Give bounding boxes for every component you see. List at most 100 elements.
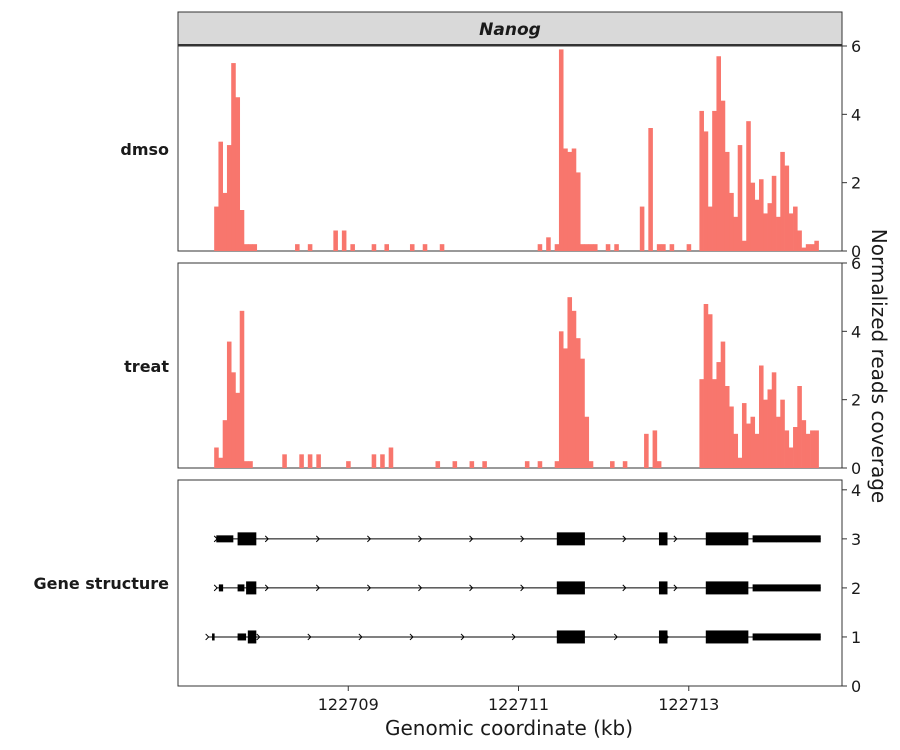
exon-block [247,630,257,644]
coverage-bar-treat [784,430,790,468]
y-tick-label-treat: 4 [851,322,861,341]
exon-block [658,581,668,595]
coverage-bar-treat [226,341,232,468]
coverage-bar-treat [575,338,581,468]
coverage-bar-treat [482,461,487,468]
coverage-bar-treat [805,433,811,468]
coverage-bar-dmso [737,145,743,251]
coverage-bar-dmso [805,244,811,251]
strand-arrow [622,535,627,543]
coverage-bar-dmso [384,244,389,251]
coverage-bar-treat [716,362,721,468]
strand-arrow [205,633,210,641]
coverage-bar-treat [239,310,245,468]
coverage-bar-dmso [252,244,258,251]
coverage-bar-dmso [235,97,241,251]
coverage-bar-treat [644,433,649,468]
coverage-bar-treat [580,358,585,468]
strand-arrow [307,633,312,641]
coverage-bar-treat [759,365,764,468]
coverage-bar-treat [797,386,802,468]
coverage-bar-dmso [746,121,751,251]
coverage-bar-treat [720,341,726,468]
strand-arrow [367,584,372,592]
coverage-bar-treat [788,447,794,468]
coverage-bar-dmso [754,199,760,251]
strand-arrow [520,584,525,592]
coverage-bar-treat [763,399,768,468]
coverage-bar-dmso [243,244,249,251]
coverage-bar-dmso [686,244,692,251]
coverage-bar-dmso [295,244,300,251]
coverage-bar-dmso [537,244,543,251]
coverage-bar-treat [707,314,713,468]
coverage-bar-dmso [741,240,747,251]
utr-block [752,535,821,543]
coverage-bar-dmso [333,230,338,251]
coverage-bar-treat [801,420,807,468]
exon-block [658,630,668,644]
coverage-bar-dmso [580,244,585,251]
coverage-bar-treat [452,461,458,468]
strip-title: Nanog [479,20,541,40]
coverage-bar-treat [771,372,777,468]
coverage-bar-dmso [575,172,581,251]
x-tick-label: 122713 [658,695,719,714]
coverage-bar-treat [537,461,543,468]
coverage-bar-dmso [712,110,717,251]
coverage-bar-treat [299,454,304,468]
strand-arrow [418,535,423,543]
coverage-bar-treat [610,461,615,468]
exon-block [556,630,585,644]
coverage-bar-dmso [218,141,223,251]
utr-block [237,584,245,592]
exon-block [705,630,749,644]
coverage-bar-dmso [669,244,675,251]
strand-arrow [511,633,516,641]
strand-arrow [613,633,618,641]
coverage-bar-dmso [780,151,785,251]
coverage-bar-treat [435,461,441,468]
strand-arrow [673,535,678,543]
y-tick-label-gene: 1 [851,628,861,647]
exon-block [705,581,749,595]
coverage-bar-dmso [750,182,756,251]
coverage-bar-dmso [307,244,313,251]
coverage-bar-treat [750,416,756,468]
coverage-bar-dmso [341,230,347,251]
utr-block [212,633,215,641]
coverage-bar-treat [380,454,385,468]
coverage-bar-treat [699,379,704,468]
coverage-bar-treat [741,403,747,468]
coverage-bar-dmso [239,210,245,251]
coverage-bar-treat [316,454,321,468]
coverage-bar-treat [214,447,219,468]
coverage-bar-dmso [567,151,573,251]
coverage-bar-treat [780,399,785,468]
strand-arrow [469,535,474,543]
panel-gene-frame [177,479,843,687]
coverage-bar-treat [733,433,739,468]
coverage-bar-dmso [810,244,815,251]
coverage-bar-dmso [788,213,794,251]
coverage-bar-dmso [214,206,219,251]
coverage-bar-treat [656,461,662,468]
coverage-bar-treat [776,416,781,468]
coverage-bar-dmso [409,244,415,251]
coverage-bar-treat [554,461,560,468]
coverage-bar-dmso [771,175,777,251]
coverage-bar-dmso [605,244,611,251]
exon-block [556,581,585,595]
exon-block [658,532,668,546]
x-axis-title: Genomic coordinate (kb) [385,716,633,740]
utr-block [218,584,224,592]
coverage-bar-treat [737,457,743,468]
strand-arrow [213,584,218,592]
coverage-bar-treat [248,461,253,468]
strand-arrow [256,633,261,641]
coverage-bar-treat [729,406,734,468]
strand-arrow [367,535,372,543]
utr-block [752,633,821,641]
